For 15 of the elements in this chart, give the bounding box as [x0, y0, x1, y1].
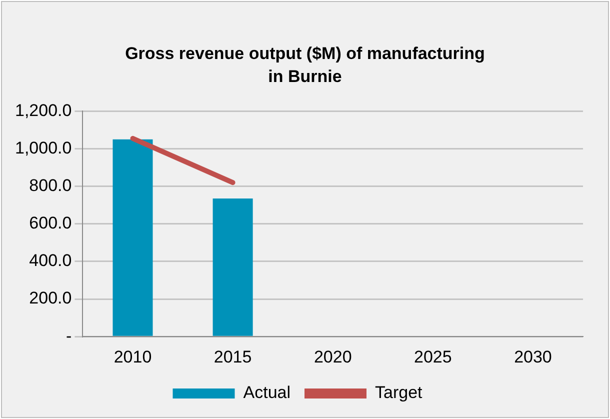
x-tick-label: 2025 [414, 347, 452, 366]
x-tick-label: 2030 [514, 347, 552, 366]
y-tick-label: 200.0 [29, 288, 72, 308]
y-tick-label: 1,000.0 [14, 138, 72, 158]
x-tick-label: 2015 [214, 347, 252, 366]
y-tick-label: - [66, 326, 72, 346]
legend-label: Actual [243, 383, 290, 402]
y-tick-label: 600.0 [29, 214, 72, 233]
chart-title: Gross revenue output ($M) of manufacturing in Burnie [124, 43, 486, 88]
x-tick-label: 2010 [114, 347, 152, 366]
y-tick-label: 1,200.0 [14, 100, 72, 120]
y-tick-label: 800.0 [29, 176, 72, 196]
x-tick-label: 2020 [314, 347, 352, 366]
legend-label: Target [375, 383, 423, 402]
y-tick-label: 400.0 [29, 251, 72, 270]
